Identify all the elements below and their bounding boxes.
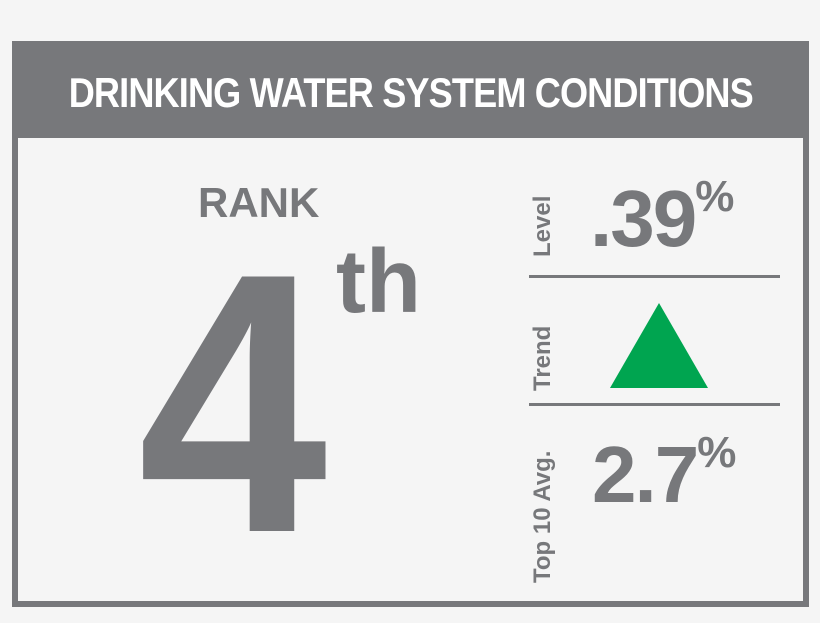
header-band: DRINKING WATER SYSTEM CONDITIONS bbox=[18, 47, 803, 138]
top10-value: 2.7 bbox=[592, 430, 699, 519]
card-title: DRINKING WATER SYSTEM CONDITIONS bbox=[68, 68, 753, 116]
scorecard-frame: DRINKING WATER SYSTEM CONDITIONS RANK 4 … bbox=[12, 41, 809, 607]
top10-label: Top 10 Avg. bbox=[529, 450, 556, 583]
level-metric: .39% bbox=[590, 175, 734, 259]
trend-label: Trend bbox=[529, 325, 556, 391]
level-label: Level bbox=[529, 195, 556, 257]
top10-metric: 2.7% bbox=[592, 431, 736, 515]
rank-value: 4 bbox=[138, 197, 328, 610]
level-value: .39 bbox=[590, 174, 697, 263]
divider-2 bbox=[529, 403, 780, 406]
triangle-up-icon bbox=[610, 303, 708, 388]
top10-unit: % bbox=[697, 428, 737, 477]
rank-label: RANK bbox=[198, 179, 320, 226]
divider-1 bbox=[529, 275, 780, 278]
rank-suffix: th bbox=[336, 232, 421, 332]
level-unit: % bbox=[695, 172, 735, 221]
